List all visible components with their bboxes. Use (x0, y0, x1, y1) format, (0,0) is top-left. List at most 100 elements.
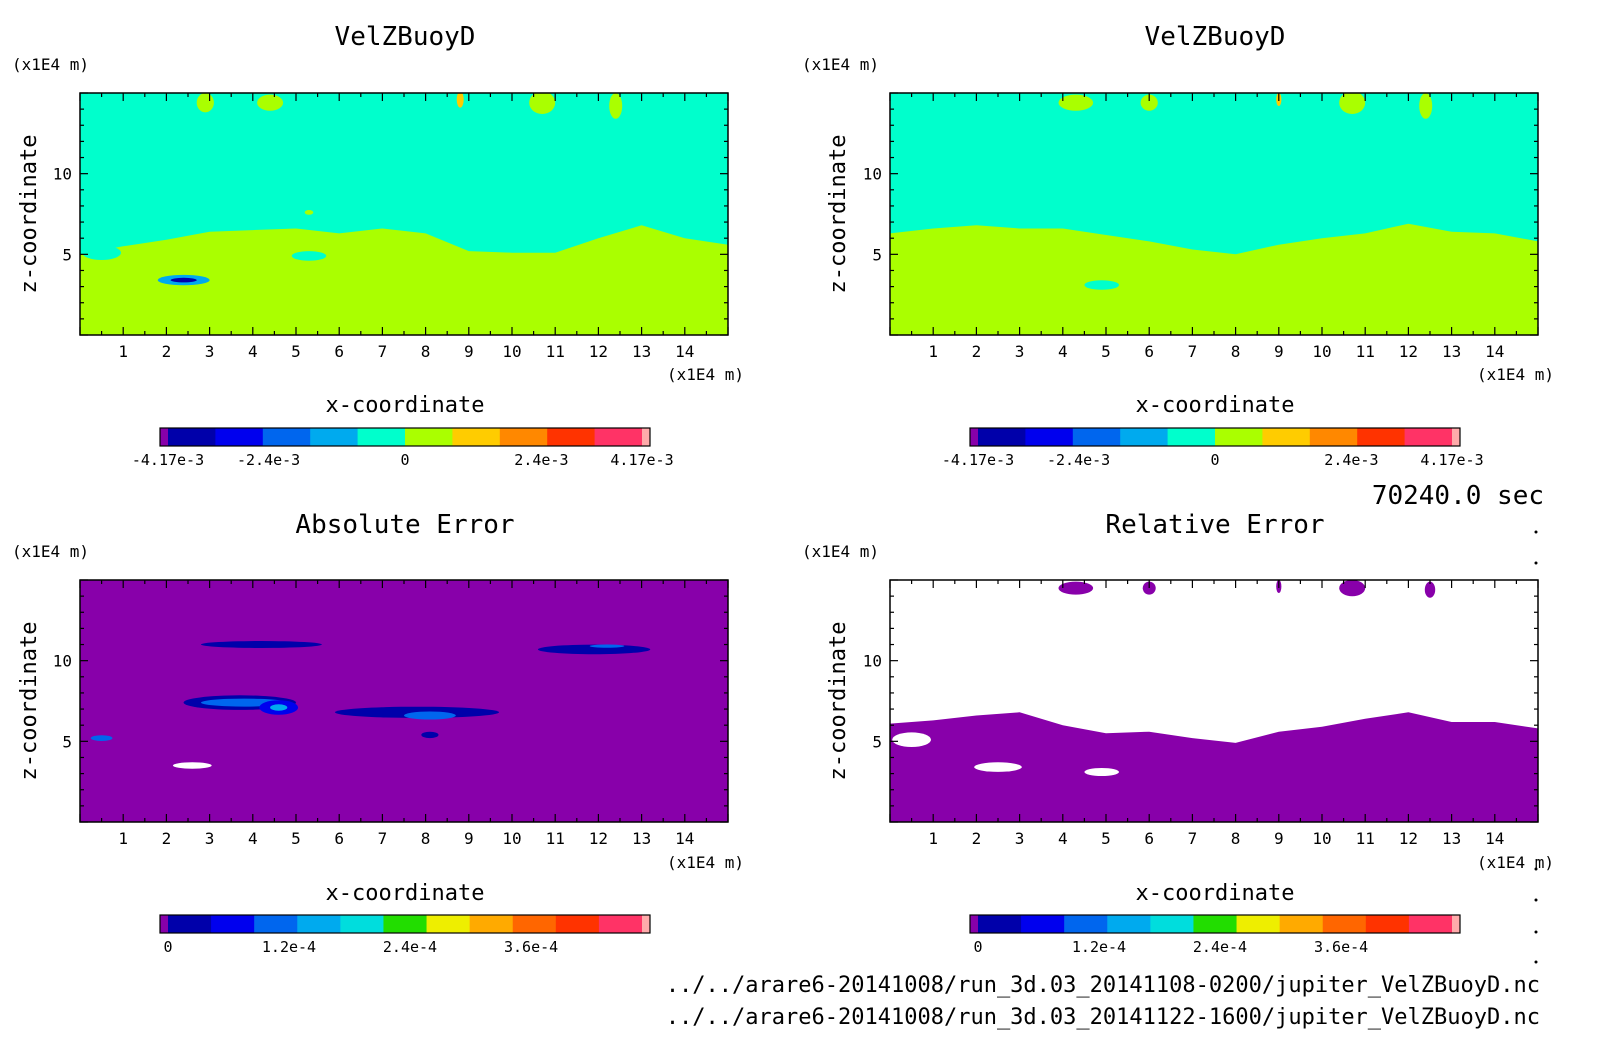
panel-velzbuoyd-run1: VelZBuoyD (x1E4 m) (x1E4 m) x-coordinate… (12, 22, 744, 469)
file-path-2: ../../arare6-20141008/run_3d.03_20141122… (666, 1005, 1540, 1030)
y-tick-label: 5 (872, 245, 882, 264)
panel-title: Relative Error (1105, 510, 1324, 540)
colorbar-label: 3.6e-4 (504, 938, 558, 956)
contour-blob (1424, 581, 1436, 598)
lower-region (890, 712, 1538, 822)
contour-blob (1419, 93, 1433, 119)
contour-blob (609, 93, 623, 119)
x-tick-label: 13 (1442, 342, 1461, 361)
x-tick-label: 14 (675, 342, 694, 361)
colorbar-label: 3.6e-4 (1314, 938, 1368, 956)
x-tick-label: 2 (162, 829, 172, 848)
contour-blob (1084, 768, 1119, 776)
lower-region (80, 225, 728, 335)
colorbar-frame (159, 914, 651, 934)
contour-blob (172, 762, 212, 769)
colorbar-cell (1262, 428, 1311, 446)
colorbar-cell (642, 428, 650, 446)
colorbar-cell (1193, 915, 1238, 933)
colorbar-cell (211, 915, 255, 933)
file-path-1: ../../arare6-20141008/run_3d.03_20141108… (666, 973, 1540, 998)
colorbar-label: 4.17e-3 (1420, 451, 1483, 469)
colorbar-label: 0 (1210, 451, 1219, 469)
contour-blob (170, 277, 197, 283)
x-tick-label: 8 (421, 342, 431, 361)
panel-absolute-error: Absolute Error (x1E4 m) (x1E4 m) x-coord… (12, 510, 744, 956)
colorbar-cell (1309, 428, 1358, 446)
colorbar: -4.17e-3 -2.4e-3 0 2.4e-3 4.17e-3 (132, 427, 674, 469)
x-tick-label: 12 (1399, 342, 1418, 361)
x-tick-label: 4 (248, 829, 258, 848)
colorbar-cell (1167, 428, 1216, 446)
x-tick-label: 11 (1356, 829, 1375, 848)
dot-mark (1534, 561, 1538, 565)
colorbar-cell (452, 428, 501, 446)
x-tick-label: 7 (378, 829, 388, 848)
colorbar-cell (254, 915, 298, 933)
x-tick-label: 6 (1144, 829, 1154, 848)
colorbar-cell (1236, 915, 1281, 933)
colorbar-cell (426, 915, 471, 933)
x-unit-label: (x1E4 m) (667, 853, 744, 872)
x-tick-label: 11 (1356, 342, 1375, 361)
x-tick-label: 7 (1188, 829, 1198, 848)
colorbar-label: 2.4e-3 (1324, 451, 1378, 469)
background-region (80, 580, 728, 822)
x-tick-label: 9 (1274, 342, 1284, 361)
x-tick-label: 5 (291, 829, 301, 848)
contour-blob (1084, 280, 1119, 290)
contour-blob (291, 251, 327, 261)
x-tick-label: 3 (205, 829, 215, 848)
colorbar-cell (383, 915, 428, 933)
colorbar-cell (499, 428, 548, 446)
colorbar-cell (1215, 428, 1263, 446)
colorbar-frame (159, 427, 651, 447)
x-tick-label: 12 (589, 829, 608, 848)
contour-blob (537, 644, 651, 655)
x-tick-label: 13 (632, 829, 651, 848)
colorbar-label: 0 (973, 938, 982, 956)
panel-title: Absolute Error (295, 510, 514, 540)
colorbar-cell (1072, 428, 1121, 446)
x-tick-label: 4 (1058, 342, 1068, 361)
x-tick-label: 2 (972, 342, 982, 361)
x-tick-label: 9 (1274, 829, 1284, 848)
x-unit-label: (x1E4 m) (1477, 853, 1554, 872)
colorbar-cell (642, 915, 650, 933)
colorbar-cell (1279, 915, 1324, 933)
y-tick-label: 10 (863, 652, 882, 671)
x-axis-label: x-coordinate (326, 393, 485, 418)
colorbar-label: 2.4e-4 (383, 938, 437, 956)
colorbar-cell (1452, 915, 1460, 933)
colorbar-cell (1064, 915, 1108, 933)
contour-blob (456, 93, 464, 108)
colorbar: -4.17e-3 -2.4e-3 0 2.4e-3 4.17e-3 (942, 427, 1484, 469)
x-tick-label: 2 (162, 342, 172, 361)
colorbar-cell (357, 428, 406, 446)
x-tick-label: 1 (118, 342, 128, 361)
x-tick-label: 13 (632, 342, 651, 361)
panel-relative-error: Relative Error (x1E4 m) (x1E4 m) x-coord… (802, 510, 1554, 956)
colorbar: 0 1.2e-4 2.4e-4 3.6e-4 (969, 914, 1461, 956)
panel-title: VelZBuoyD (1145, 22, 1286, 52)
x-tick-label: 10 (1312, 829, 1331, 848)
dot-mark (1534, 530, 1538, 534)
y-axis-label: z-coordinate (17, 622, 42, 781)
colorbar-cell (168, 428, 216, 446)
contour-blob (304, 210, 314, 215)
x-tick-label: 4 (248, 342, 258, 361)
colorbar-cell (970, 915, 978, 933)
x-tick-label: 3 (205, 342, 215, 361)
contour-blob (200, 641, 322, 648)
y-axis-label: z-coordinate (826, 135, 851, 294)
field-layer (890, 580, 1538, 822)
x-tick-label: 6 (334, 829, 344, 848)
field-layer (890, 93, 1538, 335)
x-unit-label: (x1E4 m) (667, 365, 744, 384)
field-layer (80, 93, 728, 335)
colorbar-label: 2.4e-3 (514, 451, 568, 469)
colorbar-frame (969, 914, 1461, 934)
colorbar-cell (405, 428, 453, 446)
